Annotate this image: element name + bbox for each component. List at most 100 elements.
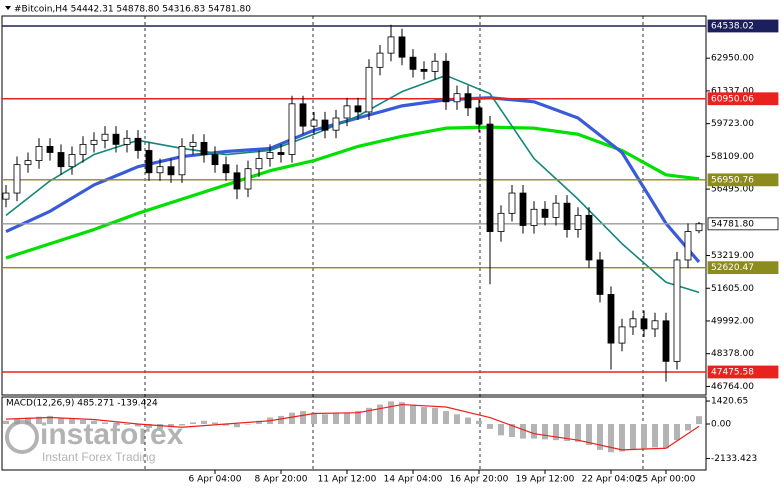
level-tag	[707, 261, 779, 275]
macd-bar	[289, 412, 295, 425]
x-tick-label: 6 Apr 04:00	[189, 475, 242, 485]
candle-body	[629, 318, 637, 328]
macd-bar	[366, 407, 372, 425]
candle-body	[684, 231, 692, 261]
macd-bar	[520, 424, 526, 439]
macd-bar	[179, 424, 185, 426]
macd-label: MACD(12,26,9) 485.271 -139.424	[6, 399, 158, 409]
macd-bar	[168, 424, 174, 428]
macd-bar	[322, 414, 328, 425]
candle-body	[420, 68, 428, 72]
macd-bar	[630, 424, 636, 450]
y-tick-label: 49992.00	[711, 316, 754, 326]
macd-bar	[509, 424, 515, 437]
y-tick-label: 0.00	[711, 420, 731, 430]
macd-bar	[531, 424, 537, 439]
watermark-brand: instaforex	[40, 418, 184, 451]
level-label: 56950.76	[711, 175, 754, 185]
candle-body	[409, 56, 417, 70]
candle-body	[475, 107, 483, 125]
candle-body	[442, 60, 450, 103]
candle-body	[277, 152, 285, 155]
macd-bar	[443, 411, 449, 425]
candle-body	[387, 36, 395, 54]
y-tick-label: 51605.00	[711, 284, 754, 294]
macd-bar	[333, 413, 339, 425]
candle-body	[662, 320, 670, 362]
candle-body	[145, 150, 153, 174]
macd-bar	[597, 424, 603, 450]
macd-bar	[432, 407, 438, 425]
candle-body	[79, 143, 87, 155]
macd-bar	[256, 420, 262, 425]
header-arrow	[5, 6, 11, 10]
macd-bar	[608, 424, 614, 453]
candle-body	[552, 202, 560, 218]
candle-body	[57, 152, 65, 168]
candle-body	[431, 60, 439, 72]
candle-body	[112, 133, 120, 145]
signal-line	[5, 403, 700, 451]
macd-bar	[344, 412, 350, 425]
candle-body	[24, 160, 32, 166]
macd-bar	[553, 424, 559, 441]
level-label: 60950.06	[711, 94, 754, 104]
y-tick-label: 56495.00	[711, 185, 754, 195]
level-tag	[707, 19, 779, 33]
y-tick-label: 61337.00	[711, 86, 754, 96]
macd-bar	[311, 412, 317, 425]
candle-body	[563, 202, 571, 230]
candle-body	[101, 133, 109, 141]
macd-bar	[278, 415, 284, 425]
candle-body	[123, 137, 131, 145]
candle-body	[519, 192, 527, 226]
candle-body	[343, 105, 351, 119]
macd-bar	[454, 414, 460, 425]
y-tick-label: 59723.00	[711, 119, 754, 129]
macd-bar	[113, 423, 119, 425]
macd-bar	[58, 417, 64, 425]
watermark: instaforex Instant Forex Trading	[5, 418, 184, 464]
candle-body	[200, 141, 208, 155]
macd-bar	[586, 424, 592, 446]
macd-bar	[410, 404, 416, 425]
candle-body	[497, 212, 505, 232]
y-tick-label: 1420.65	[711, 397, 748, 407]
x-tick-label: 22 Apr 04:00	[582, 475, 641, 485]
candle-body	[530, 208, 538, 226]
x-tick-label: 19 Apr 12:00	[516, 475, 575, 485]
macd-bar	[641, 424, 647, 449]
macd-bar	[157, 424, 163, 429]
macd-bar	[91, 420, 97, 425]
macd-bar	[245, 424, 251, 425]
candle-body	[640, 318, 648, 330]
macd-bar	[465, 417, 471, 425]
x-tick-label: 16 Apr 20:00	[450, 475, 509, 485]
candle-body	[673, 259, 681, 362]
candle-body	[299, 103, 307, 127]
candle-body	[46, 146, 54, 153]
watermark-slogan: Instant Forex Trading	[42, 450, 155, 464]
macd-bar	[542, 424, 548, 440]
y-tick-label: 53219.00	[711, 251, 754, 261]
candle-body	[376, 52, 384, 68]
candle-body	[618, 326, 626, 344]
level-label: 54781.80	[711, 219, 754, 229]
candle-body	[156, 166, 164, 174]
macd-bar	[3, 420, 9, 425]
macd-bar	[190, 422, 196, 425]
macd-bar	[696, 416, 702, 425]
candle-body	[13, 164, 21, 194]
day-separators	[144, 16, 644, 470]
candle-body	[541, 208, 549, 218]
candle-body	[233, 172, 241, 190]
macd-bar	[146, 424, 152, 429]
candle-body	[68, 154, 76, 168]
macd-bar	[212, 422, 218, 425]
candle-body	[651, 320, 659, 330]
candle-body	[35, 146, 43, 162]
candle-body	[607, 294, 615, 344]
macd-bar	[674, 424, 680, 441]
level-tag	[707, 217, 779, 231]
candle-body	[288, 103, 296, 155]
